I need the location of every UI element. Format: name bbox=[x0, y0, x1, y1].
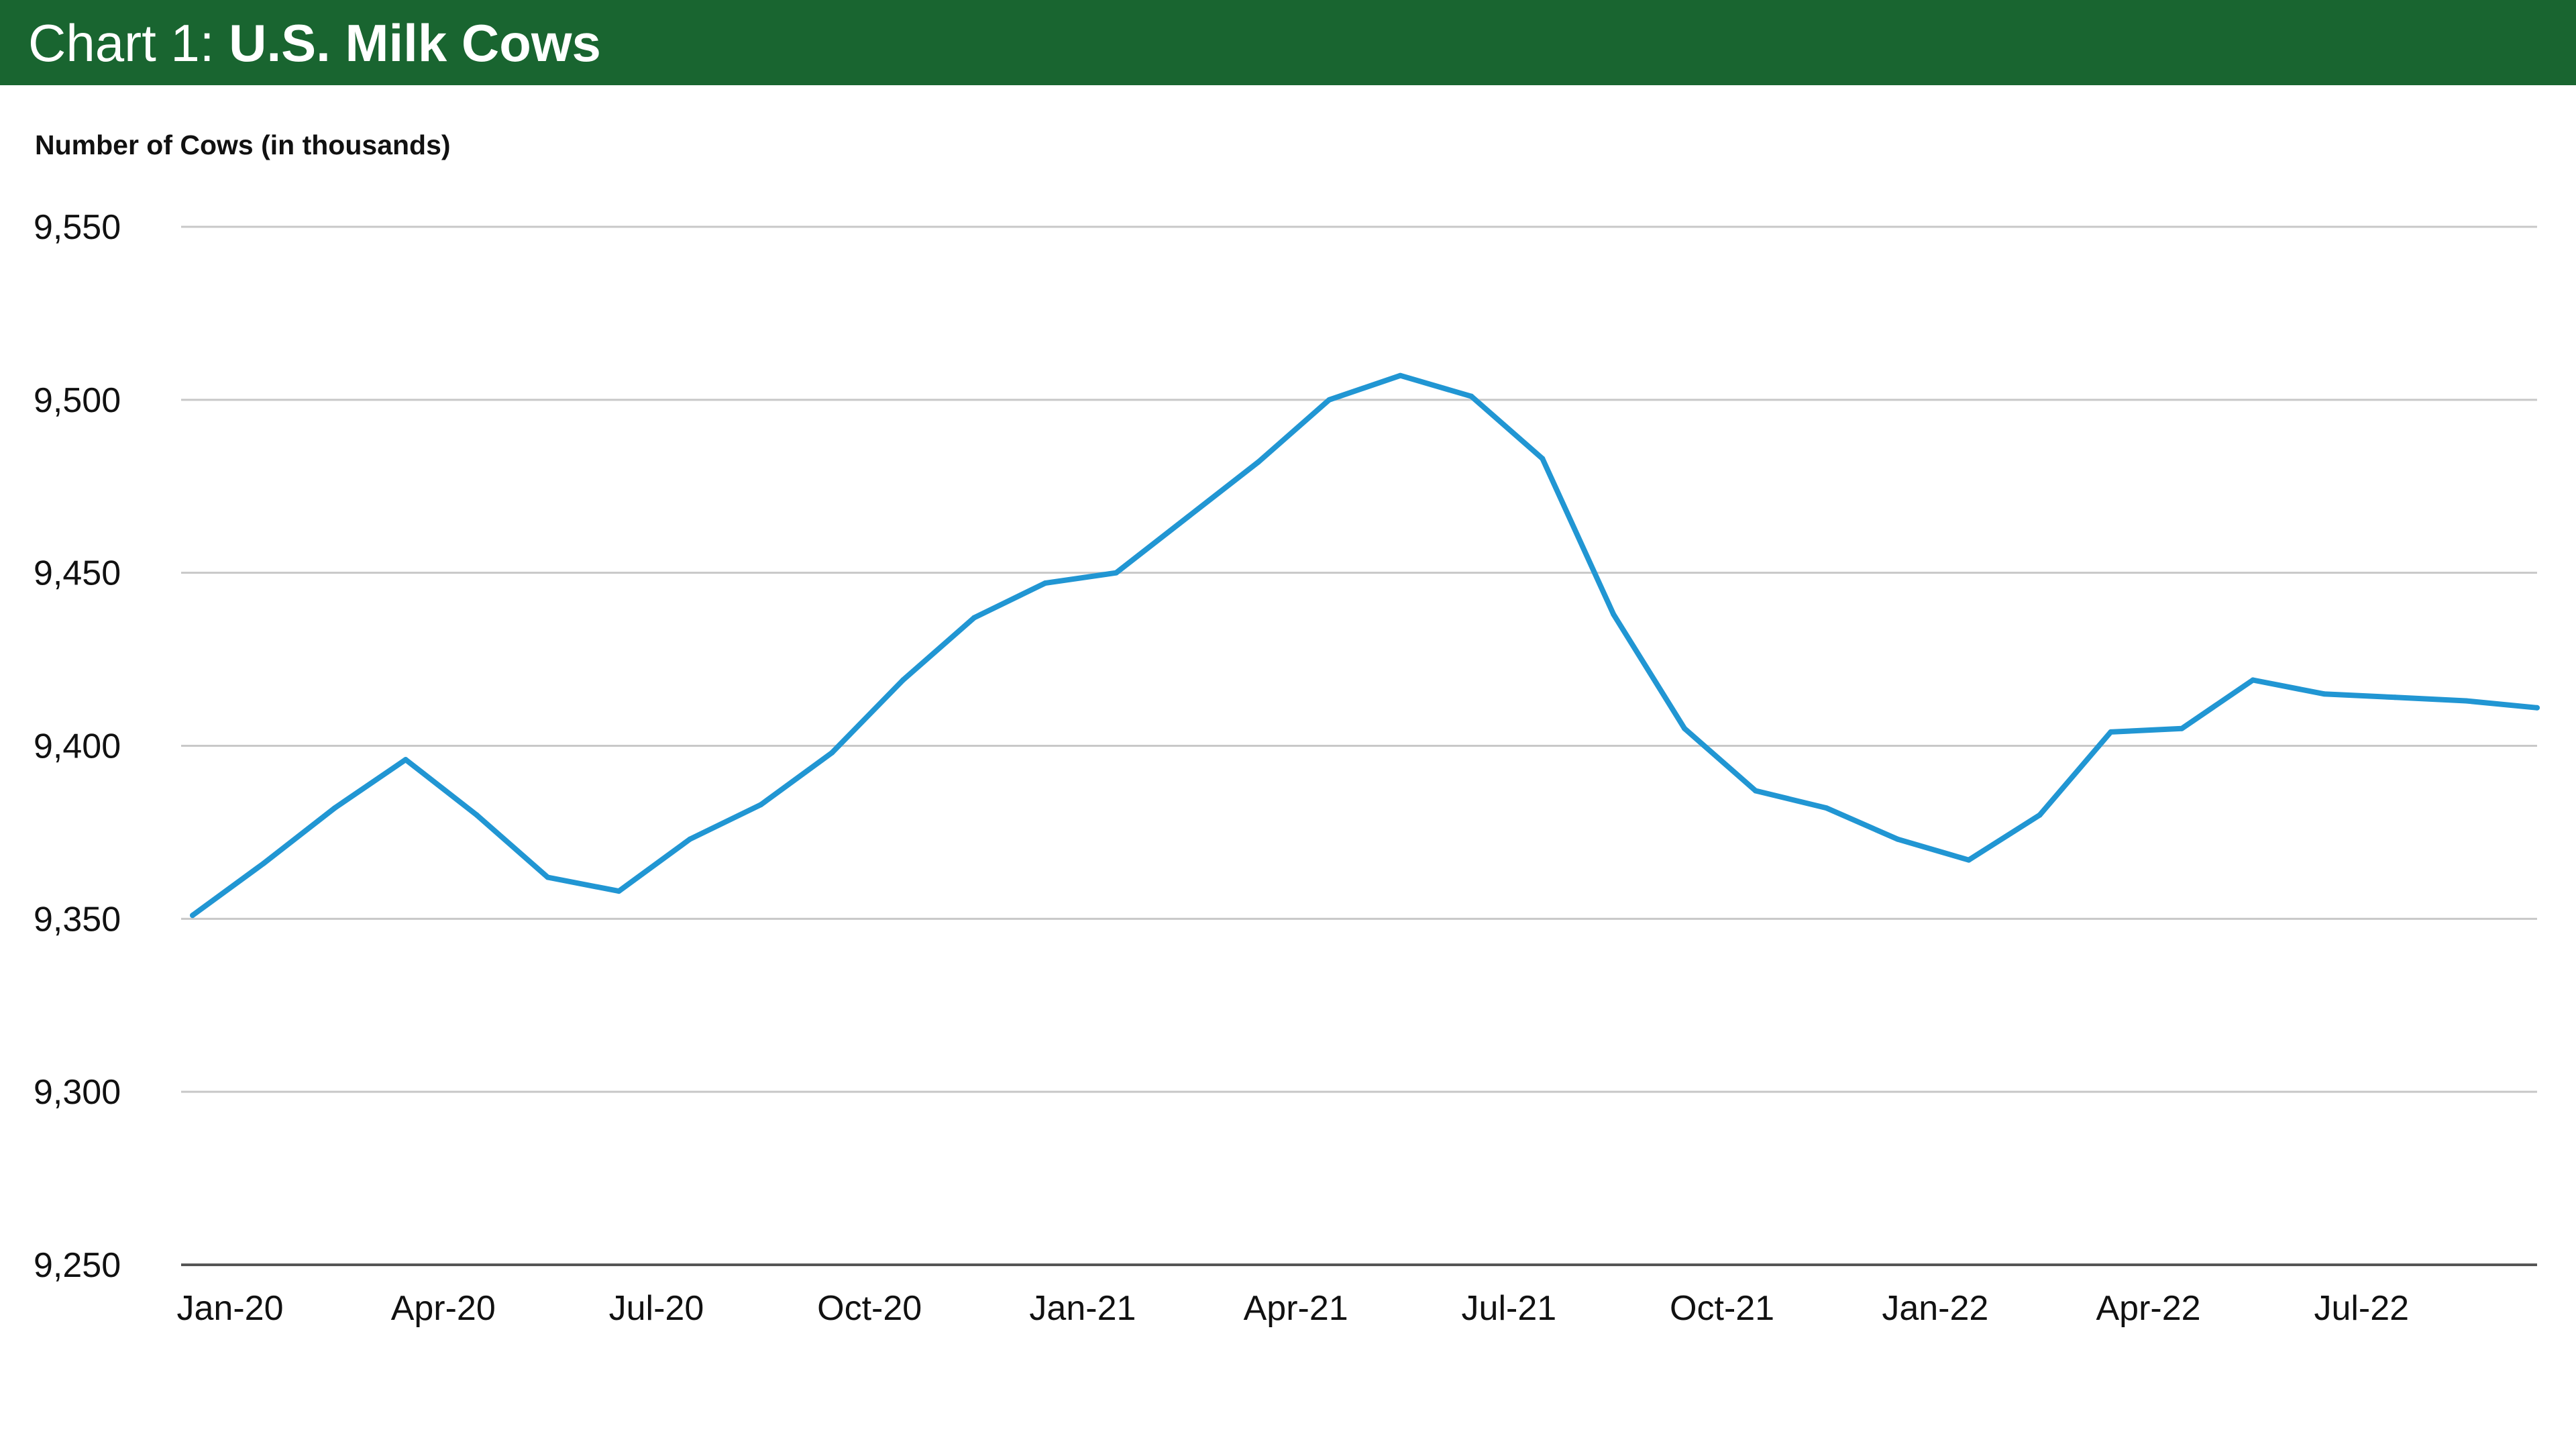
y-tick-label: 9,500 bbox=[34, 381, 121, 420]
data-point bbox=[260, 860, 266, 866]
data-point bbox=[1326, 397, 1332, 403]
y-tick-label: 9,300 bbox=[34, 1073, 121, 1112]
chart-title: Chart 1: U.S. Milk Cows bbox=[28, 17, 601, 69]
data-point bbox=[1113, 570, 1119, 576]
y-tick-label: 9,550 bbox=[34, 208, 121, 247]
data-point bbox=[190, 913, 195, 919]
x-tick-label: Oct-20 bbox=[817, 1289, 922, 1328]
data-point bbox=[1540, 456, 1546, 462]
data-point bbox=[1468, 393, 1474, 399]
data-point bbox=[2392, 694, 2398, 701]
data-point bbox=[2179, 725, 2185, 731]
y-tick-label: 9,350 bbox=[34, 900, 121, 939]
data-point bbox=[1184, 515, 1190, 521]
data-point bbox=[616, 888, 622, 894]
series-layer bbox=[190, 372, 2540, 919]
x-tick-label: Apr-21 bbox=[1244, 1289, 1348, 1328]
y-tick-label: 9,450 bbox=[34, 554, 121, 593]
data-point bbox=[1966, 857, 1972, 863]
x-tick-label: Jul-22 bbox=[2314, 1289, 2409, 1328]
x-tick-label: Jan-20 bbox=[177, 1289, 284, 1328]
y-tick-label: 9,400 bbox=[34, 727, 121, 766]
data-point bbox=[545, 874, 551, 880]
x-tick-label: Oct-21 bbox=[1670, 1289, 1774, 1328]
data-points bbox=[190, 372, 2540, 919]
data-point bbox=[2037, 812, 2043, 818]
data-point bbox=[2321, 691, 2327, 697]
x-tick-label: Jan-22 bbox=[1882, 1289, 1988, 1328]
gridlines bbox=[181, 225, 2537, 1093]
chart-title-prefix: Chart 1: bbox=[28, 13, 229, 72]
x-tick-label: Apr-20 bbox=[391, 1289, 496, 1328]
data-point bbox=[2534, 705, 2540, 711]
data-point bbox=[474, 812, 480, 818]
data-point bbox=[2108, 729, 2114, 735]
data-point bbox=[1397, 372, 1403, 378]
data-point bbox=[900, 677, 906, 683]
y-axis-ticks: 9,250 9,300 9,350 9,400 9,450 9,500 9,550 bbox=[34, 208, 121, 1285]
title-bar: Chart 1: U.S. Milk Cows bbox=[0, 0, 2576, 85]
data-point bbox=[2463, 698, 2469, 704]
x-axis-ticks: Jan-20 Apr-20 Jul-20 Oct-20 Jan-21 Apr-21 Jul-… bbox=[177, 1289, 2410, 1328]
data-point bbox=[1894, 836, 1900, 842]
data-point bbox=[971, 615, 977, 621]
data-point bbox=[1042, 580, 1048, 586]
chart-title-main: U.S. Milk Cows bbox=[229, 13, 601, 72]
data-point bbox=[402, 757, 409, 763]
x-tick-label: Jan-21 bbox=[1029, 1289, 1136, 1328]
data-point bbox=[2250, 677, 2256, 683]
y-axis-title: Number of Cows (in thousands) bbox=[35, 130, 451, 160]
x-tick-label: Jul-20 bbox=[609, 1289, 704, 1328]
data-point bbox=[331, 805, 337, 811]
x-tick-label: Jul-21 bbox=[1462, 1289, 1557, 1328]
data-point bbox=[1255, 459, 1261, 465]
data-point bbox=[829, 749, 835, 756]
x-tick-label: Apr-22 bbox=[2096, 1289, 2201, 1328]
data-point bbox=[1682, 725, 1688, 731]
data-point bbox=[687, 836, 693, 842]
y-tick-label: 9,250 bbox=[34, 1246, 121, 1285]
data-point bbox=[1753, 788, 1758, 794]
data-point bbox=[1823, 805, 1829, 811]
data-point bbox=[1611, 611, 1617, 617]
series-line bbox=[190, 372, 2540, 919]
data-point bbox=[758, 802, 764, 808]
